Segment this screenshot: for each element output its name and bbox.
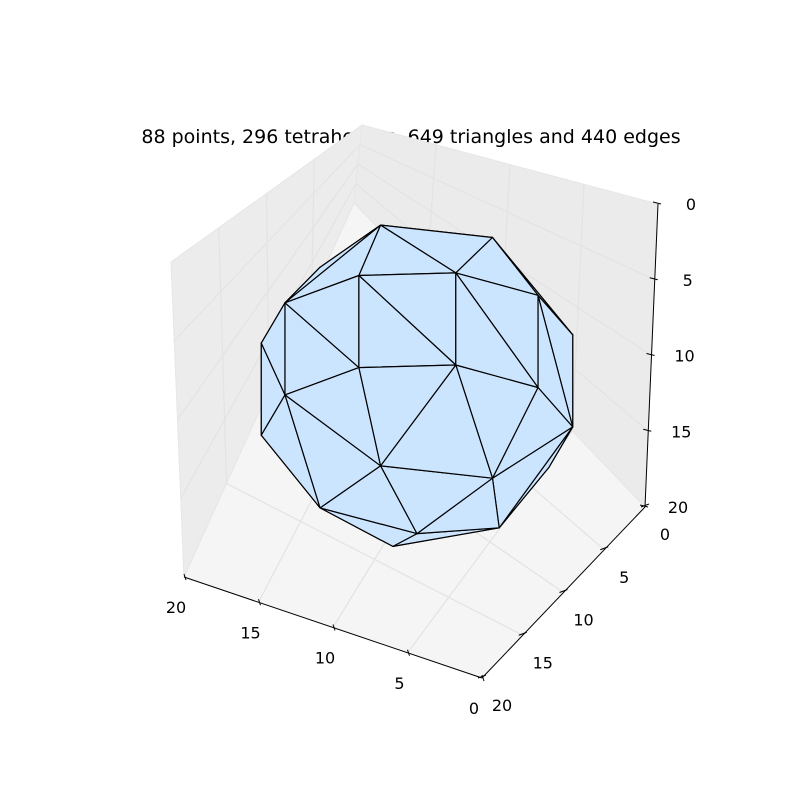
x-axis-line	[183, 576, 483, 679]
grid-line	[173, 143, 656, 342]
y-tick	[477, 674, 487, 679]
chart-title: 88 points, 296 tetrahedras, 649 triangle…	[141, 126, 681, 148]
z-tick-label: 0	[686, 195, 696, 214]
grid-line	[177, 163, 652, 420]
y-tick-label: 10	[573, 611, 593, 630]
x-tick-label: 0	[469, 699, 479, 718]
x-tick	[183, 573, 187, 581]
z-tick-label: 15	[671, 422, 691, 441]
z-tick	[646, 353, 655, 356]
y-tick-label: 15	[533, 653, 553, 672]
z-tick	[649, 277, 658, 281]
x-tick-label: 20	[166, 598, 186, 617]
z-axis-line	[644, 203, 659, 508]
z-tick	[639, 504, 649, 508]
axis-ticks: 20 15 10 5 0 0 5 10 15 20 0 5 10 15 20	[166, 195, 696, 718]
mesh-face	[358, 364, 457, 467]
sphere-mesh	[260, 224, 574, 548]
x-tick-label: 10	[315, 649, 335, 668]
y-tick	[600, 546, 609, 551]
y-tick	[518, 631, 527, 636]
x-tick	[332, 624, 336, 631]
y-axis-line	[481, 506, 646, 679]
y-tick	[640, 503, 650, 508]
z-tick	[652, 201, 662, 205]
z-tick-label: 20	[668, 498, 688, 517]
z-tick	[643, 428, 652, 432]
y-tick-label: 5	[619, 568, 629, 587]
x-tick	[258, 599, 261, 606]
y-tick-label: 20	[492, 696, 512, 715]
z-tick-label: 5	[683, 271, 693, 290]
z-tick-label: 10	[674, 347, 694, 366]
x-tick	[407, 649, 410, 656]
mesh-face	[455, 272, 539, 389]
y-tick	[559, 589, 568, 593]
x-tick-label: 15	[240, 623, 260, 642]
y-tick-label: 0	[660, 525, 670, 544]
x-tick-label: 5	[394, 674, 404, 693]
